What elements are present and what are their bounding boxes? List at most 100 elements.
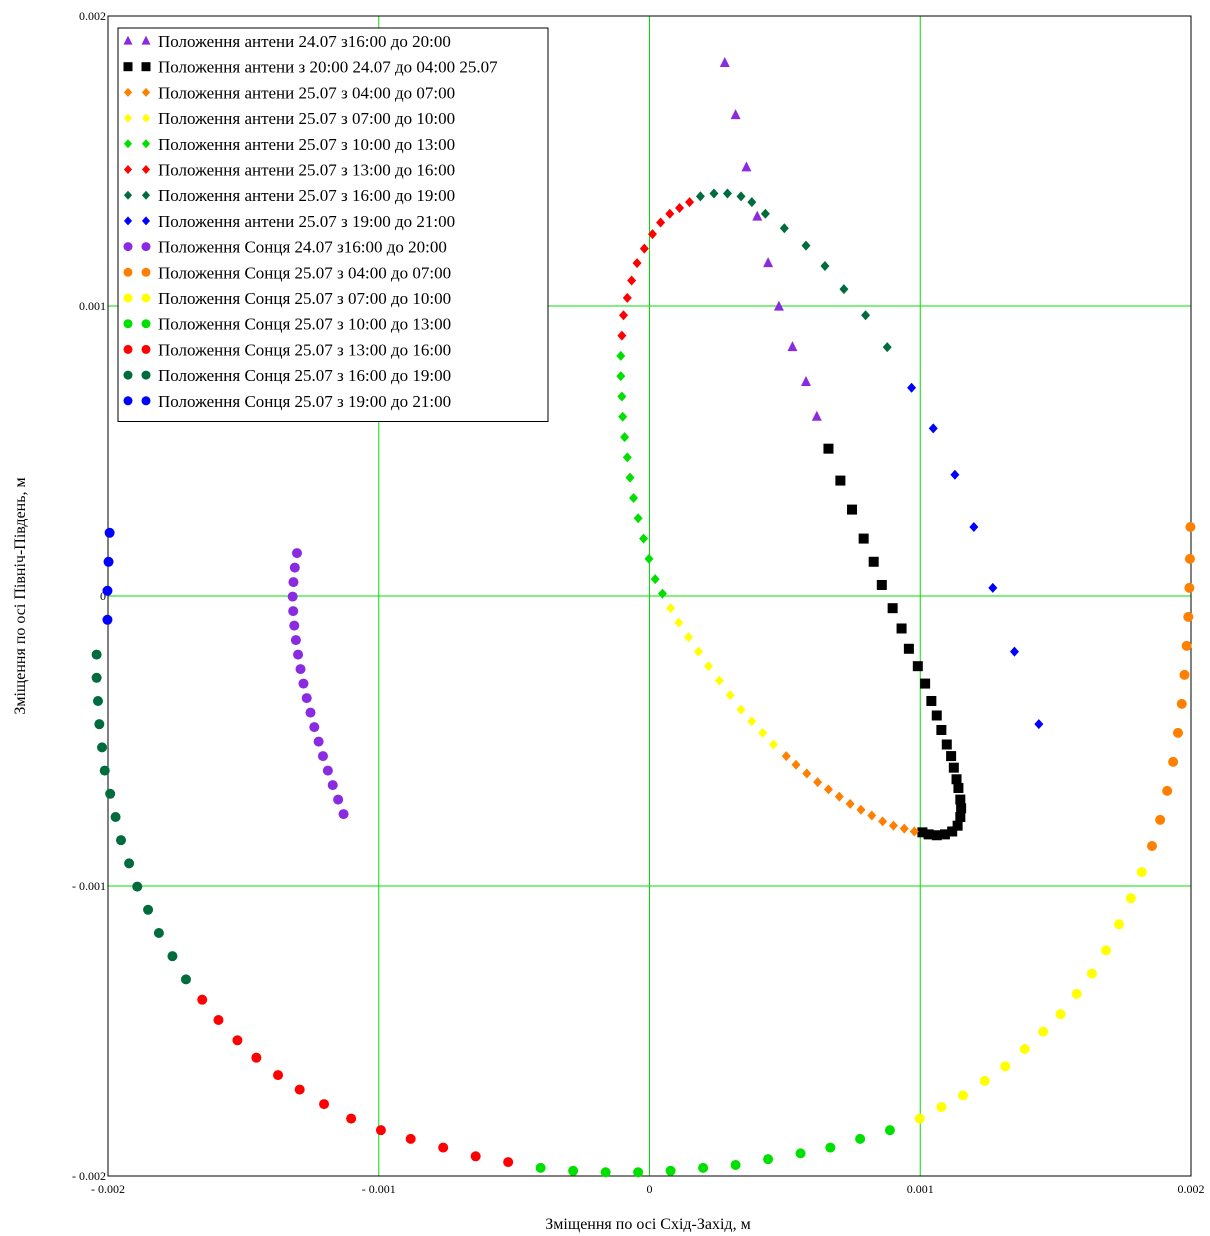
series-13 [197, 994, 514, 1168]
data-point [666, 603, 676, 614]
legend-label: Положення Сонця 25.07 з 16:00 до 19:00 [158, 366, 451, 385]
data-point [625, 472, 635, 483]
data-point [99, 765, 110, 776]
series-14 [91, 649, 191, 985]
data-point [102, 614, 113, 625]
data-point [847, 504, 858, 515]
legend-marker [123, 190, 133, 200]
legend-label: Положення Сонця 25.07 з 13:00 до 16:00 [158, 340, 451, 359]
series-1 [719, 56, 822, 421]
data-point [988, 582, 998, 593]
data-point [882, 342, 892, 353]
data-point [91, 649, 102, 660]
data-point [180, 974, 191, 985]
data-point [1147, 840, 1158, 851]
data-point [958, 1090, 969, 1101]
data-point [896, 623, 907, 634]
data-point [535, 1162, 546, 1173]
data-point [618, 411, 628, 422]
data-point [309, 722, 320, 733]
data-point [295, 664, 306, 675]
data-point [298, 678, 309, 689]
data-point [132, 881, 143, 892]
data-point [931, 710, 942, 721]
data-point [931, 830, 942, 841]
data-point [290, 635, 301, 646]
data-point [730, 109, 741, 120]
data-point [823, 443, 834, 454]
data-point [825, 1142, 836, 1153]
data-point [946, 751, 957, 762]
legend-label: Положення антени 25.07 з 19:00 до 21:00 [158, 212, 455, 231]
data-point [867, 810, 877, 821]
data-point [722, 188, 732, 199]
data-point [719, 56, 730, 67]
data-point [1100, 945, 1111, 956]
series-5 [616, 350, 667, 599]
data-point [928, 423, 938, 434]
series-10 [1147, 521, 1196, 851]
data-point [102, 585, 113, 596]
data-point [952, 820, 963, 831]
data-point [1055, 1009, 1066, 1020]
legend-marker [123, 113, 133, 123]
y-axis-title: Зміщення по осі Північ-Південь, м [12, 477, 29, 714]
data-point [795, 1148, 806, 1159]
legend-marker [123, 293, 133, 303]
data-point [1184, 582, 1195, 593]
data-point [725, 690, 735, 701]
data-point [333, 794, 344, 805]
legend-marker [141, 113, 151, 123]
data-point [787, 341, 798, 352]
series-7 [695, 188, 892, 353]
data-point [936, 724, 947, 735]
data-point [91, 672, 102, 683]
data-point [294, 1084, 305, 1095]
y-tick-label: 0.002 [79, 9, 106, 23]
data-point [1071, 988, 1082, 999]
data-point [876, 579, 887, 590]
legend-label: Положення Сонця 25.07 з 19:00 до 21:00 [158, 392, 451, 411]
data-point [912, 661, 923, 672]
data-point [694, 646, 704, 657]
data-point [926, 695, 937, 706]
data-point [97, 742, 108, 753]
data-point [1019, 1043, 1030, 1054]
data-point [319, 1099, 330, 1110]
data-point [1181, 640, 1192, 651]
legend-marker [123, 62, 133, 72]
series-8 [907, 382, 1044, 730]
data-point [730, 1159, 741, 1170]
data-point [633, 513, 643, 524]
data-point [955, 794, 966, 805]
data-point [802, 768, 812, 779]
x-tick-label: - 0.002 [91, 1182, 125, 1196]
legend-label: Положення антени 25.07 з 04:00 до 07:00 [158, 83, 455, 102]
data-point [153, 927, 164, 938]
data-point [639, 243, 649, 254]
data-point [801, 240, 811, 251]
data-point [110, 811, 121, 822]
data-point [287, 591, 298, 602]
data-point [94, 719, 105, 730]
y-tick-label: 0.001 [79, 299, 106, 313]
data-point [338, 809, 349, 820]
data-point [627, 275, 637, 286]
legend-marker [123, 396, 133, 406]
legend-marker [123, 267, 133, 277]
legend-marker [123, 344, 133, 354]
data-point [629, 492, 639, 503]
data-point [197, 994, 208, 1005]
data-point [791, 759, 801, 770]
legend-marker [141, 319, 151, 329]
data-point [856, 804, 866, 815]
data-point [736, 191, 746, 202]
legend-label: Положення Сонця 24.07 з16:00 до 20:00 [158, 238, 447, 257]
data-point [1179, 669, 1190, 680]
data-point [622, 292, 632, 303]
legend-label: Положення Сонця 25.07 з 04:00 до 07:00 [158, 263, 451, 282]
data-point [914, 1113, 925, 1124]
data-point [616, 371, 626, 382]
data-point [758, 727, 768, 738]
